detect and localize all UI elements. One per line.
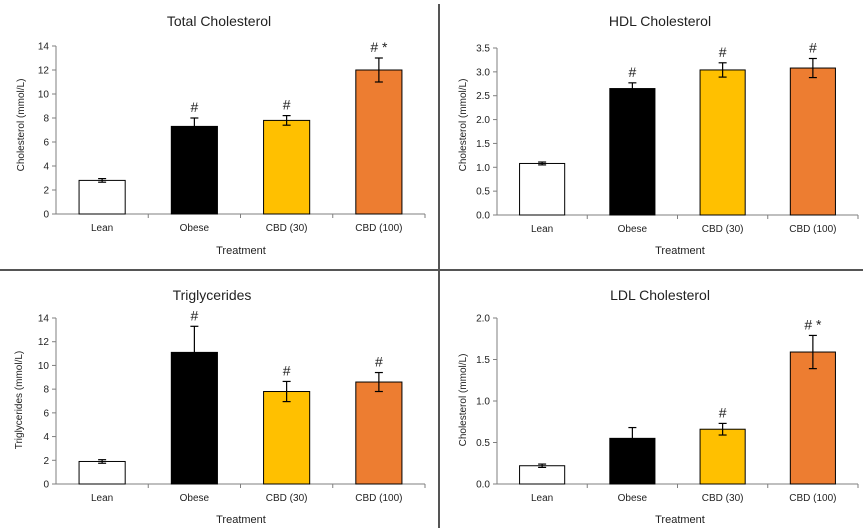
y-axis-label: Triglycerides (mmol/L) — [14, 351, 25, 450]
y-axis-label: Cholesterol (mmol/L) — [16, 79, 27, 172]
bar-lean — [78, 179, 126, 215]
significance-marker: # — [375, 354, 383, 370]
bar-lean — [519, 465, 566, 485]
y-tick-label: 0.5 — [476, 187, 490, 198]
y-tick-label: 0.5 — [476, 438, 490, 449]
y-tick-label: 3.5 — [476, 44, 490, 55]
x-tick-label: CBD (100) — [789, 224, 836, 235]
x-axis-label: Treatment — [655, 514, 705, 526]
x-tick-label: Obese — [618, 493, 648, 504]
bar-cbd-30 — [263, 119, 311, 215]
bar-cbd-30 — [699, 428, 746, 485]
x-tick-label: CBD (30) — [266, 493, 308, 504]
bar-lean — [78, 460, 126, 485]
x-tick-label: CBD (100) — [355, 223, 402, 234]
significance-marker: # * — [804, 316, 822, 332]
x-tick-label: CBD (30) — [702, 493, 744, 504]
significance-marker: # * — [370, 39, 388, 55]
x-axis-label: Treatment — [216, 245, 266, 257]
y-tick-label: 8 — [43, 114, 49, 125]
significance-marker: # — [190, 307, 198, 323]
x-tick-label: Lean — [91, 493, 113, 504]
y-tick-label: 2.5 — [476, 91, 490, 102]
x-tick-label: Obese — [180, 493, 210, 504]
y-tick-label: 6 — [43, 408, 49, 419]
y-tick-label: 2.0 — [476, 314, 490, 325]
y-tick-label: 2.0 — [476, 115, 490, 126]
y-tick-label: 12 — [38, 66, 50, 77]
y-tick-label: 1.0 — [476, 163, 490, 174]
x-tick-label: CBD (30) — [702, 224, 744, 235]
y-tick-label: 2 — [43, 186, 49, 197]
y-tick-label: 0 — [43, 210, 49, 221]
significance-marker: # — [283, 97, 291, 113]
y-tick-label: 1.5 — [476, 355, 490, 366]
chart-ldl-cholesterol: LDL Cholesterol Treatment Cholesterol (m… — [458, 287, 859, 526]
y-tick-label: 10 — [38, 90, 50, 101]
chart-title: LDL Cholesterol — [610, 287, 710, 303]
y-tick-label: 14 — [38, 314, 50, 325]
significance-marker: # — [719, 44, 727, 60]
chart-hdl-cholesterol: HDL Cholesterol Treatment Cholesterol (m… — [458, 13, 859, 257]
y-tick-label: 4 — [43, 162, 49, 173]
x-tick-label: CBD (100) — [355, 493, 402, 504]
bar-obese — [609, 88, 656, 216]
bar-cbd-100 — [355, 381, 403, 485]
bar-lean — [519, 162, 566, 216]
y-tick-label: 12 — [38, 337, 50, 348]
y-tick-label: 10 — [38, 361, 50, 372]
x-tick-label: Lean — [531, 493, 553, 504]
y-axis-label: Cholesterol (mmol/L) — [458, 79, 469, 172]
x-tick-label: Lean — [531, 224, 553, 235]
bar-cbd-100 — [355, 69, 403, 215]
y-tick-label: 0.0 — [476, 211, 490, 222]
x-tick-label: CBD (100) — [789, 493, 836, 504]
x-tick-label: Lean — [91, 223, 113, 234]
y-tick-label: 14 — [38, 42, 50, 53]
x-tick-label: Obese — [618, 224, 648, 235]
y-axis-label: Cholesterol (mmol/L) — [458, 354, 469, 447]
bar-cbd-30 — [263, 391, 311, 485]
y-tick-label: 4 — [43, 432, 49, 443]
chart-title: Total Cholesterol — [167, 13, 271, 29]
significance-marker: # — [628, 64, 636, 80]
y-tick-label: 0 — [43, 480, 49, 491]
x-axis-label: Treatment — [655, 245, 705, 257]
significance-marker: # — [719, 404, 727, 420]
y-tick-label: 0.0 — [476, 480, 490, 491]
y-tick-label: 6 — [43, 138, 49, 149]
x-axis-label: Treatment — [216, 514, 266, 526]
y-tick-label: 3.0 — [476, 67, 490, 78]
significance-marker: # — [809, 39, 817, 55]
y-tick-label: 1.0 — [476, 397, 490, 408]
bar-cbd-30 — [699, 69, 746, 216]
chart-triglycerides: Triglycerides Treatment Triglycerides (m… — [14, 287, 426, 526]
bar-obese — [170, 125, 218, 215]
y-tick-label: 2 — [43, 456, 49, 467]
y-tick-label: 1.5 — [476, 139, 490, 150]
y-tick-label: 8 — [43, 385, 49, 396]
chart-title: HDL Cholesterol — [609, 13, 711, 29]
significance-marker: # — [283, 362, 291, 378]
x-tick-label: CBD (30) — [266, 223, 308, 234]
bar-cbd-100 — [789, 351, 836, 485]
x-tick-label: Obese — [180, 223, 210, 234]
bar-cbd-100 — [789, 67, 836, 216]
chart-total-cholesterol: Total Cholesterol Treatment Cholesterol … — [16, 13, 426, 257]
significance-marker: # — [190, 99, 198, 115]
chart-title: Triglycerides — [173, 287, 252, 303]
